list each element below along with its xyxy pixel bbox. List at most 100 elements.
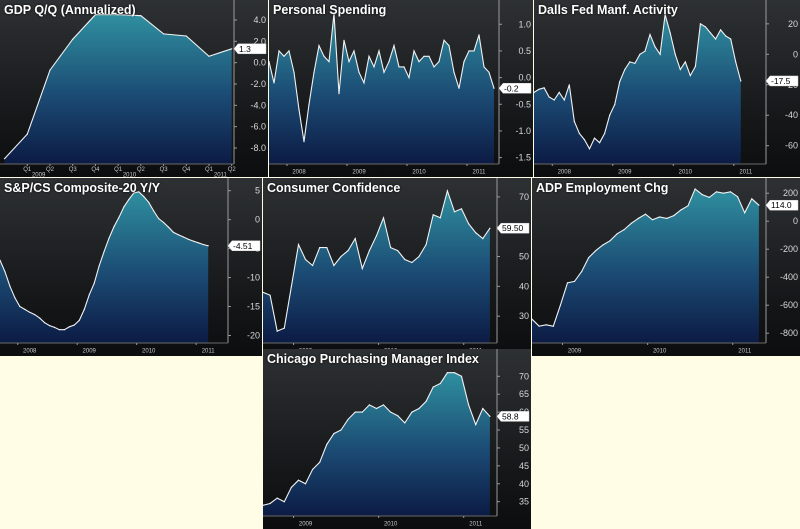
data-point xyxy=(363,82,365,84)
data-point xyxy=(298,109,300,111)
data-point xyxy=(674,53,676,55)
data-point xyxy=(563,99,565,101)
x-year-label: 2010 xyxy=(412,170,426,176)
data-point xyxy=(439,217,441,219)
data-point xyxy=(397,415,399,417)
data-point xyxy=(94,14,96,16)
data-point xyxy=(163,221,165,224)
data-point xyxy=(701,194,703,196)
last-value-flag xyxy=(498,83,532,94)
data-point xyxy=(53,326,56,328)
data-point xyxy=(231,48,233,50)
x-year-label: 2008 xyxy=(23,349,37,355)
data-point xyxy=(616,233,618,235)
data-point xyxy=(432,214,434,216)
y-tick-label: -40 xyxy=(785,110,798,120)
data-point xyxy=(340,255,342,258)
data-point xyxy=(326,443,328,445)
data-point xyxy=(639,53,641,55)
data-point xyxy=(637,217,639,219)
data-point xyxy=(269,294,271,296)
data-point xyxy=(78,319,80,321)
data-point xyxy=(390,247,392,249)
series-area xyxy=(0,191,209,343)
data-point xyxy=(730,38,732,40)
data-point xyxy=(478,34,480,36)
x-tick-label: Q1 xyxy=(114,167,123,173)
series-area xyxy=(4,14,232,165)
data-point xyxy=(534,91,535,93)
data-point xyxy=(482,407,484,410)
data-point xyxy=(489,415,491,417)
data-point xyxy=(3,158,6,160)
data-point xyxy=(581,271,583,273)
data-point xyxy=(103,250,105,253)
data-point xyxy=(689,75,691,77)
data-point xyxy=(326,247,328,249)
data-point xyxy=(347,250,349,252)
data-point xyxy=(140,15,142,17)
data-point xyxy=(404,258,406,261)
data-point xyxy=(68,326,70,328)
data-point xyxy=(588,148,591,150)
data-point xyxy=(368,404,370,406)
data-point xyxy=(578,132,580,135)
data-point xyxy=(468,50,470,52)
series-line xyxy=(269,13,495,142)
chart-panel-personal-spending: Personal Spending 1.0 0.5 0.0 -0.5 -1.0 -1.5 2… xyxy=(269,0,533,177)
series-area xyxy=(263,190,490,343)
data-point xyxy=(269,61,270,63)
data-point xyxy=(319,461,321,463)
data-point xyxy=(609,240,611,242)
data-point xyxy=(297,244,300,246)
y-tick-label: 4.0 xyxy=(253,15,266,25)
data-point xyxy=(453,71,455,73)
x-year-label: 2009 xyxy=(83,349,97,355)
data-point xyxy=(398,66,400,68)
data-point xyxy=(438,61,440,63)
x-tick-label: Q4 xyxy=(182,167,191,173)
data-point xyxy=(446,190,448,192)
data-point xyxy=(408,77,410,79)
data-point xyxy=(758,204,760,206)
data-point xyxy=(418,407,420,410)
data-point xyxy=(468,404,470,406)
data-point xyxy=(9,285,11,287)
data-point xyxy=(14,297,16,299)
data-point xyxy=(463,61,465,63)
data-point xyxy=(669,32,671,34)
x-year-label: 2009 xyxy=(618,170,632,176)
data-point xyxy=(583,139,585,141)
data-point xyxy=(425,244,427,246)
data-point xyxy=(446,372,448,374)
data-point xyxy=(108,237,110,239)
data-point xyxy=(283,501,285,503)
data-point xyxy=(548,96,550,98)
last-value-label: -4.51 xyxy=(233,241,253,251)
data-point xyxy=(328,61,330,63)
data-point xyxy=(338,93,340,95)
data-point xyxy=(699,23,701,25)
y-tick-label: -1.5 xyxy=(515,153,531,163)
data-point xyxy=(192,240,194,242)
data-point xyxy=(708,196,710,198)
chart-title: S&P/CS Composite-20 Y/Y xyxy=(4,181,161,195)
data-point xyxy=(388,61,390,63)
data-point xyxy=(629,61,631,63)
data-point xyxy=(293,71,295,73)
y-tick-label: -1.0 xyxy=(515,126,531,136)
data-point xyxy=(722,192,725,194)
data-point xyxy=(19,305,21,308)
y-tick-label: -8.0 xyxy=(250,143,266,153)
data-point xyxy=(98,265,100,267)
data-point xyxy=(443,39,445,41)
data-point xyxy=(297,479,300,481)
data-point xyxy=(276,330,278,332)
data-point xyxy=(128,198,130,200)
y-tick-label: 0 xyxy=(793,216,798,226)
y-tick-label: 30 xyxy=(519,311,529,321)
y-tick-label: 45 xyxy=(519,461,529,471)
data-point xyxy=(393,45,395,47)
data-point xyxy=(333,264,335,267)
data-point xyxy=(532,318,533,320)
